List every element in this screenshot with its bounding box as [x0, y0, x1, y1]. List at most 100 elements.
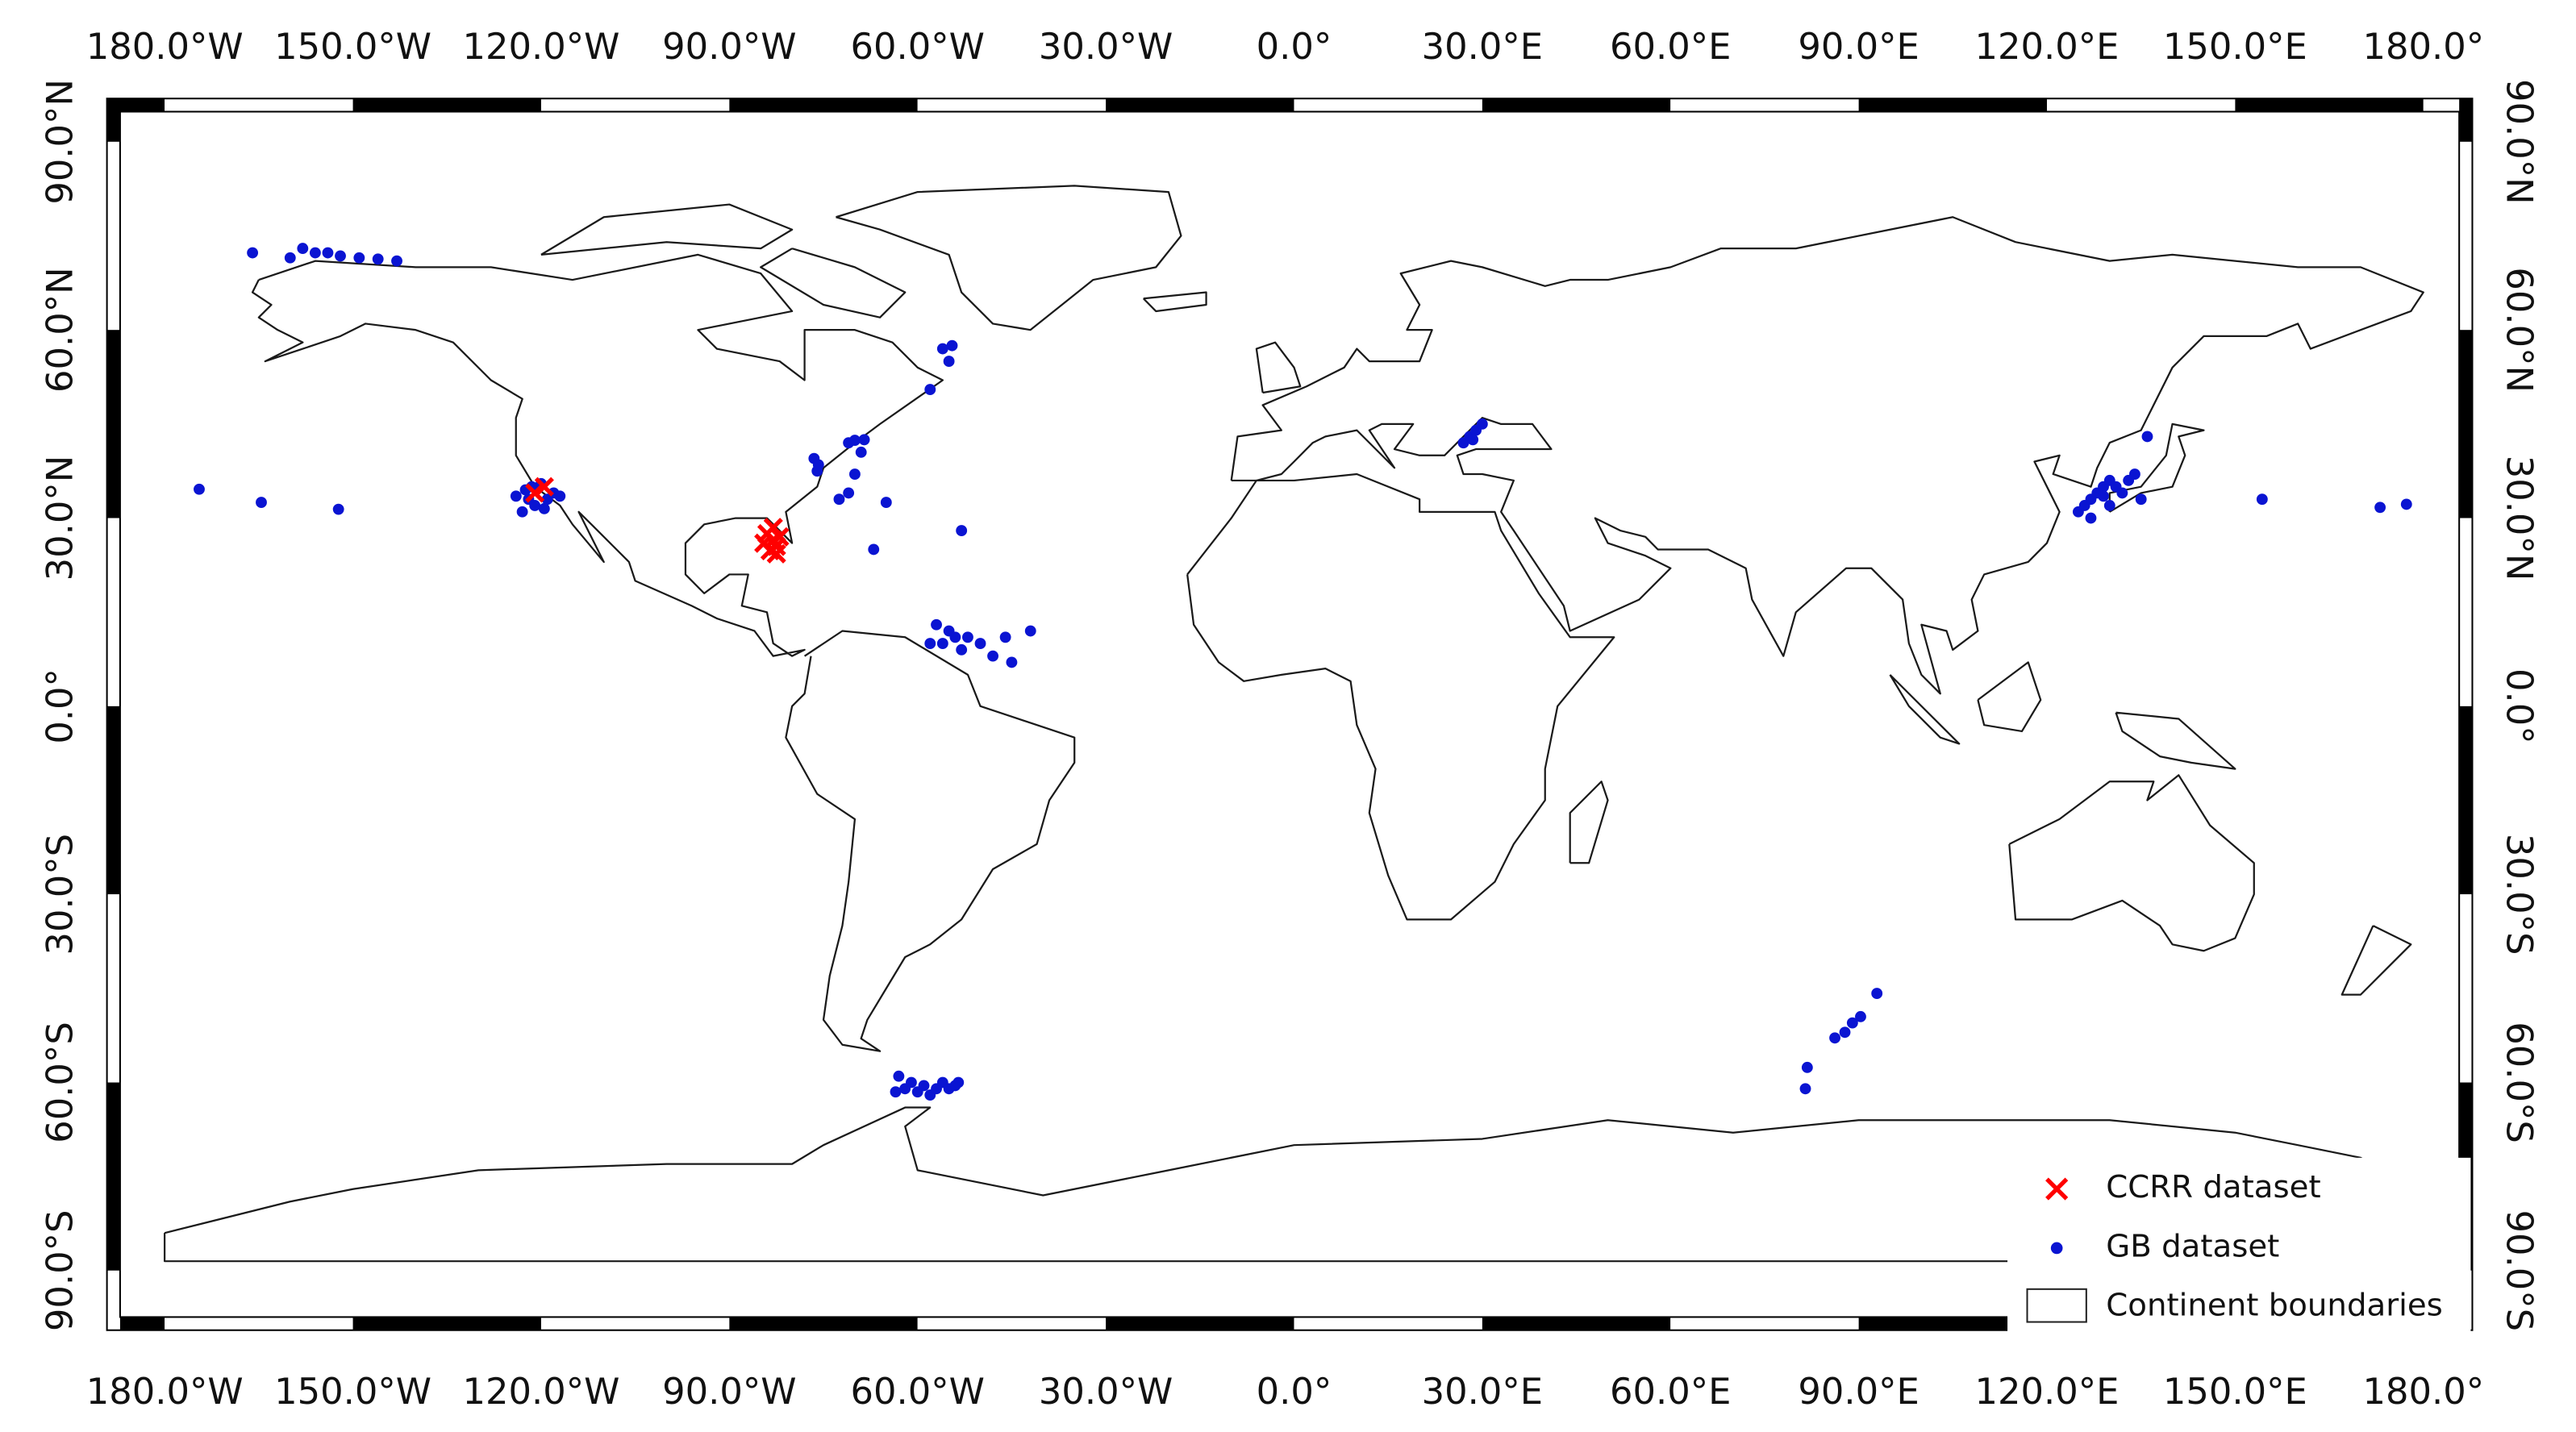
gb-point — [1839, 1026, 1851, 1039]
gb-point — [538, 502, 550, 514]
y-tick-label-left: 90.0°S — [39, 1210, 81, 1332]
frame-band — [1670, 98, 1859, 112]
gb-point — [833, 493, 845, 506]
y-tick-label-right: 30.0°S — [2498, 834, 2541, 955]
gb-point — [880, 497, 892, 509]
x-tick-label-top: 120.0°W — [462, 25, 619, 68]
y-tick-label-right: 60.0°N — [2498, 267, 2541, 393]
frame-band — [106, 894, 120, 1083]
legend-swatch — [2045, 1177, 2069, 1201]
gb-point — [936, 638, 948, 650]
gb-point — [1006, 656, 1018, 668]
coastline — [760, 248, 907, 318]
frame-band — [2459, 894, 2473, 1083]
x-tick-label-top: 150.0°W — [274, 25, 431, 68]
x-tick-label-top: 60.0°E — [1610, 25, 1731, 68]
coastline — [2115, 711, 2236, 770]
frame-band — [106, 1082, 120, 1271]
x-tick-label-bottom: 150.0°W — [274, 1370, 431, 1413]
y-tick-label-right: 0.0° — [2498, 668, 2541, 744]
frame-band — [1670, 1317, 1859, 1330]
coastline — [2340, 925, 2412, 996]
gb-point — [2374, 502, 2386, 514]
y-tick-label-right: 60.0°S — [2498, 1022, 2541, 1143]
gb-point — [284, 252, 296, 264]
gb-point — [510, 490, 522, 502]
coastline — [251, 253, 944, 657]
frame-band — [2235, 98, 2424, 112]
x-tick-label-top: 180.0°W — [86, 25, 244, 68]
coastline — [836, 185, 1182, 331]
gb-point — [1855, 1010, 1866, 1022]
x-tick-label-bottom: 150.0°E — [2163, 1370, 2307, 1413]
frame-inner — [119, 110, 2461, 1318]
gb-point — [2256, 493, 2268, 506]
gb-point — [309, 247, 321, 259]
ccrr-point — [763, 518, 783, 538]
ccrr-point — [769, 527, 790, 547]
gb-point — [2116, 487, 2128, 499]
x-tick-label-bottom: 0.0° — [1257, 1370, 1332, 1413]
frame-band — [1106, 1317, 1294, 1330]
frame-band — [1294, 98, 1482, 112]
legend-label: CCRR dataset — [2106, 1169, 2320, 1205]
frame-band — [729, 1317, 918, 1330]
frame-band — [106, 98, 120, 142]
y-tick-label-left: 60.0°N — [39, 267, 81, 393]
gb-point — [1871, 988, 1883, 999]
gb-point — [1801, 1061, 1813, 1073]
x-tick-label-bottom: 90.0°W — [662, 1370, 796, 1413]
gb-point — [931, 618, 942, 631]
coastline — [1977, 661, 2042, 733]
x-tick-label-bottom: 120.0°E — [1975, 1370, 2120, 1413]
x-tick-label-top: 180.0° — [2362, 25, 2484, 68]
gb-point — [2135, 493, 2147, 506]
x-tick-label-top: 0.0° — [1257, 25, 1332, 68]
y-tick-label-right: 90.0°S — [2498, 1210, 2541, 1332]
data-layer — [194, 243, 2412, 1101]
legend-swatch — [2050, 1242, 2063, 1255]
gb-point — [868, 543, 880, 556]
gb-point — [858, 434, 870, 446]
frame-band — [2459, 98, 2473, 142]
gb-point — [893, 1070, 905, 1082]
x-tick-label-top: 60.0°W — [850, 25, 984, 68]
gb-point — [1829, 1032, 1840, 1044]
gb-point — [322, 247, 334, 259]
ccrr-point — [534, 477, 554, 497]
legend-label: Continent boundaries — [2106, 1288, 2443, 1324]
gb-point — [924, 384, 936, 396]
frame-band — [352, 1317, 541, 1330]
y-tick-label-left: 90.0°N — [39, 79, 81, 205]
frame-band — [2459, 330, 2473, 518]
gb-point — [2098, 490, 2109, 502]
x-tick-label-top: 30.0°W — [1039, 25, 1173, 68]
gb-point — [843, 437, 855, 449]
gb-point — [855, 446, 867, 458]
legend: Continent boundaries CCRR dataset GB data… — [2007, 1157, 2471, 1342]
legend-label: GB dataset — [2106, 1228, 2279, 1264]
gb-point — [1467, 434, 1479, 446]
gb-point — [554, 490, 566, 502]
x-tick-label-top: 30.0°E — [1422, 25, 1543, 68]
gb-point — [843, 487, 855, 499]
x-tick-label-bottom: 180.0°W — [86, 1370, 244, 1413]
coastline — [2108, 423, 2205, 513]
gb-point — [918, 1080, 930, 1092]
frame-band — [1858, 1317, 2048, 1330]
gb-point — [372, 253, 384, 265]
gb-point — [936, 343, 948, 355]
gb-point — [974, 638, 986, 650]
gb-point — [353, 252, 365, 264]
coastline — [1255, 341, 1302, 394]
frame-band — [2047, 98, 2236, 112]
frame-band — [1294, 1317, 1482, 1330]
gb-point — [952, 1076, 965, 1089]
frame-band — [106, 1317, 165, 1330]
gb-point — [297, 243, 309, 255]
ccrr-point — [766, 543, 786, 564]
y-tick-label-left: 30.0°N — [39, 456, 81, 581]
gb-point — [962, 631, 973, 643]
y-tick-label-left: 30.0°S — [39, 834, 81, 955]
